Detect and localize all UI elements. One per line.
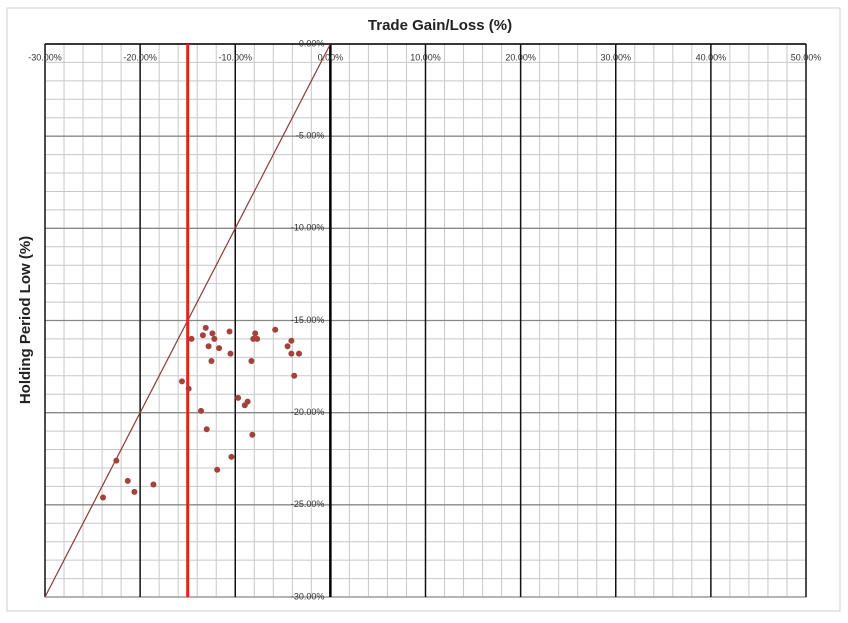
scatter-point <box>131 488 138 495</box>
scatter-point <box>291 372 298 379</box>
scatter-point <box>227 350 234 357</box>
x-tick-label: -20.00% <box>123 52 157 62</box>
y-tick-label: -25.00% <box>291 499 325 509</box>
scatter-point <box>113 457 120 464</box>
scatter-point <box>235 394 242 401</box>
y-tick-label: 0.00% <box>299 38 325 48</box>
x-tick-label: -10.00% <box>218 52 252 62</box>
scatter-point <box>198 407 205 414</box>
scatter-point <box>244 398 251 405</box>
y-tick-label: -20.00% <box>291 407 325 417</box>
x-tick-label: 10.00% <box>410 52 441 62</box>
scatter-point <box>288 350 295 357</box>
scatter-point <box>209 330 216 337</box>
scatter-point <box>295 350 302 357</box>
x-tick-label: 50.00% <box>791 52 822 62</box>
scatter-point <box>208 358 215 365</box>
scatter-point <box>202 324 209 331</box>
x-tick-label: 20.00% <box>505 52 536 62</box>
scatter-point <box>178 378 185 385</box>
scatter-point <box>124 477 131 484</box>
y-tick-label: -5.00% <box>296 131 325 141</box>
x-tick-label: 40.00% <box>696 52 727 62</box>
y-tick-label: -15.00% <box>291 315 325 325</box>
y-tick-label: -10.00% <box>291 223 325 233</box>
scatter-point <box>272 326 279 333</box>
scatter-point <box>205 343 212 350</box>
x-tick-label: -30.00% <box>28 52 62 62</box>
scatter-point <box>249 431 256 438</box>
scatter-point <box>188 335 195 342</box>
scatter-point <box>214 466 221 473</box>
scatter-point <box>248 358 255 365</box>
scatter-point <box>252 330 259 337</box>
scatter-point <box>228 453 235 460</box>
scatter-point <box>203 426 210 433</box>
scatter-point <box>199 332 206 339</box>
scatter-point <box>211 335 218 342</box>
scatter-point <box>216 345 223 352</box>
scatter-point <box>150 481 157 488</box>
x-tick-label: 30.00% <box>600 52 631 62</box>
scatter-point <box>284 343 291 350</box>
y-tick-label: -30.00% <box>291 591 325 601</box>
scatter-point <box>100 494 107 501</box>
x-tick-label: 0.00% <box>318 52 344 62</box>
scatter-point <box>254 335 261 342</box>
chart-title: Trade Gain/Loss (%) <box>368 17 512 34</box>
scatter-point <box>226 328 233 335</box>
y-axis-title: Holding Period Low (%) <box>17 236 34 404</box>
scatter-point <box>185 385 192 392</box>
scatter-point <box>288 337 295 344</box>
